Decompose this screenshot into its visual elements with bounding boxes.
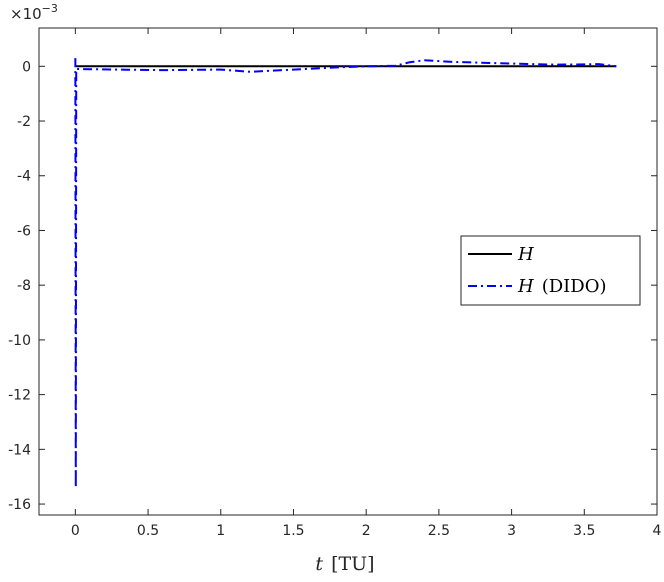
y-multiplier-base: ×10 bbox=[10, 5, 42, 23]
legend: H H (DIDO) bbox=[460, 235, 641, 306]
y-tick-label: -12 bbox=[8, 388, 31, 404]
x-tick-label: 3.5 bbox=[573, 523, 595, 539]
x-tick-label: 1.5 bbox=[282, 523, 304, 539]
y-tick-label: -10 bbox=[8, 333, 31, 349]
legend-h-dido-suffix: (DIDO) bbox=[542, 276, 607, 297]
y-tick-label: -2 bbox=[17, 114, 31, 130]
x-axis-variable: t bbox=[315, 553, 323, 575]
legend-h-var: H bbox=[517, 244, 534, 265]
series-layer bbox=[74, 58, 617, 489]
x-tick-label: 0 bbox=[71, 523, 80, 539]
x-tick-label: 1 bbox=[216, 523, 225, 539]
x-tick-label: 0.5 bbox=[137, 523, 159, 539]
y-tick-label: -16 bbox=[8, 497, 31, 513]
axes-layer bbox=[38, 27, 658, 516]
x-axis-unit: [TU] bbox=[331, 553, 375, 575]
x-axis-label: t [TU] bbox=[315, 553, 374, 575]
y-multiplier-exponent: −3 bbox=[42, 2, 58, 15]
legend-h-dido-var: H bbox=[517, 276, 534, 297]
y-tick-label: -14 bbox=[8, 442, 31, 458]
y-tick-label: -8 bbox=[17, 278, 31, 294]
x-tick-label: 2 bbox=[362, 523, 371, 539]
ticks-layer: 0 0.5 1 1.5 2 2.5 3 3.5 4 0 -2 -4 -6 -8 -10 -12 -14 -16 bbox=[8, 28, 662, 539]
series-line-1 bbox=[74, 58, 617, 489]
axes-box bbox=[38, 27, 658, 516]
x-tick-label: 4 bbox=[653, 523, 662, 539]
x-tick-label: 2.5 bbox=[428, 523, 450, 539]
legend-box bbox=[460, 235, 641, 306]
legend-label-h-dido: H (DIDO) bbox=[517, 276, 606, 297]
y-tick-label: -4 bbox=[17, 169, 31, 185]
x-tick-label: 3 bbox=[507, 523, 516, 539]
y-tick-label: 0 bbox=[22, 59, 31, 75]
y-tick-label: -6 bbox=[17, 223, 31, 239]
y-axis-multiplier: ×10−3 bbox=[10, 2, 58, 23]
legend-label-h: H bbox=[517, 244, 534, 265]
